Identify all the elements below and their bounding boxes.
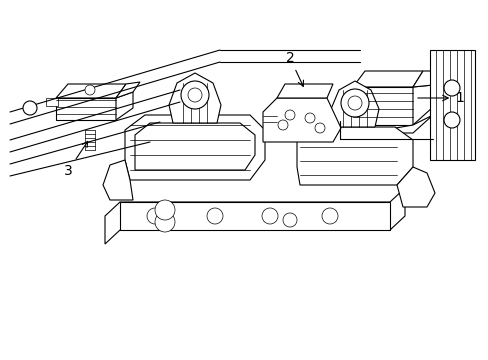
Polygon shape — [276, 84, 332, 98]
Polygon shape — [105, 188, 404, 244]
Polygon shape — [412, 85, 432, 125]
Polygon shape — [116, 82, 140, 98]
Circle shape — [85, 85, 95, 95]
Polygon shape — [412, 71, 442, 87]
Polygon shape — [396, 167, 434, 207]
Polygon shape — [135, 123, 254, 170]
Polygon shape — [56, 84, 126, 98]
Circle shape — [443, 112, 459, 128]
Polygon shape — [263, 98, 340, 142]
Polygon shape — [169, 73, 221, 123]
Text: 3: 3 — [63, 141, 87, 178]
Circle shape — [443, 80, 459, 96]
Polygon shape — [429, 50, 474, 160]
Text: 1: 1 — [417, 91, 463, 105]
Polygon shape — [366, 115, 432, 133]
Circle shape — [283, 213, 296, 227]
Circle shape — [321, 208, 337, 224]
Circle shape — [278, 120, 287, 130]
Circle shape — [23, 101, 37, 115]
Polygon shape — [103, 160, 133, 200]
Polygon shape — [296, 127, 412, 185]
Polygon shape — [56, 98, 116, 120]
Circle shape — [181, 81, 208, 109]
Polygon shape — [339, 121, 366, 133]
Circle shape — [340, 89, 368, 117]
Polygon shape — [120, 202, 389, 230]
Polygon shape — [46, 98, 58, 106]
Circle shape — [187, 88, 202, 102]
Circle shape — [262, 208, 278, 224]
Polygon shape — [116, 92, 133, 120]
Polygon shape — [125, 115, 264, 180]
Polygon shape — [352, 71, 422, 87]
Circle shape — [285, 110, 294, 120]
Circle shape — [314, 123, 325, 133]
Circle shape — [305, 113, 314, 123]
Polygon shape — [330, 81, 378, 127]
Text: 2: 2 — [285, 51, 303, 86]
Circle shape — [155, 212, 175, 232]
Circle shape — [147, 208, 163, 224]
Circle shape — [206, 208, 223, 224]
Circle shape — [347, 96, 361, 110]
Polygon shape — [352, 87, 412, 125]
Circle shape — [155, 200, 175, 220]
